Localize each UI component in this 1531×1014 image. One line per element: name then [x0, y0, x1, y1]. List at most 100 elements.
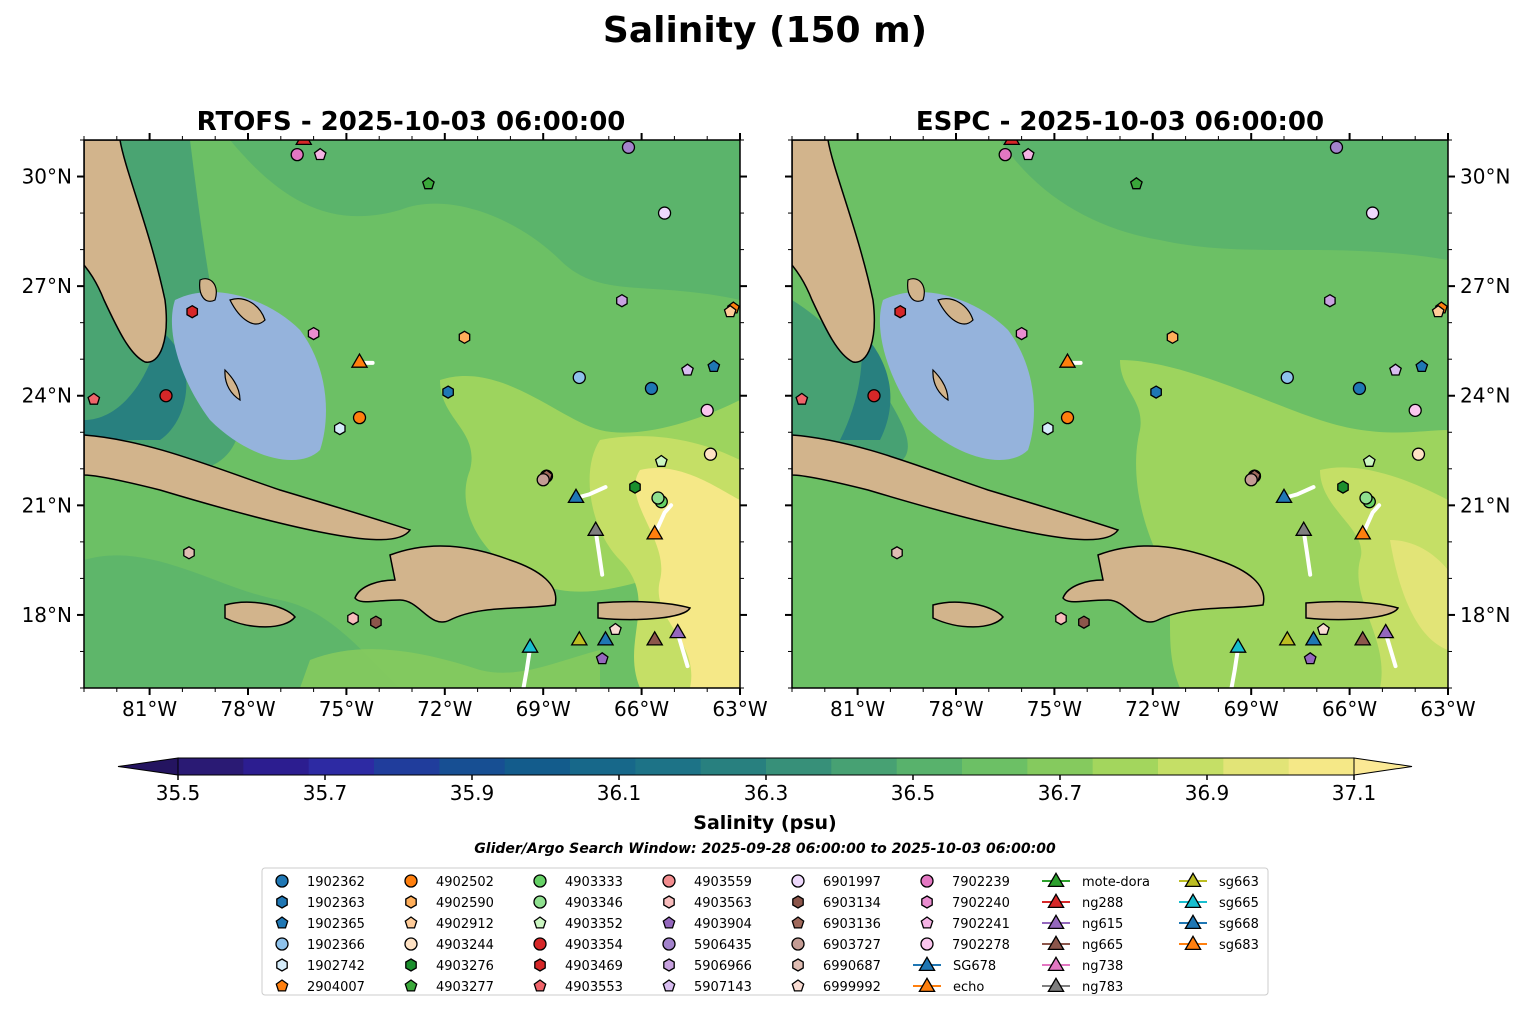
legend-marker-7902241 — [920, 916, 934, 929]
colorbar-tick-label: 36.5 — [891, 781, 936, 805]
marker-5906435 — [1329, 140, 1344, 154]
colorbar-tick-label: 36.7 — [1038, 781, 1083, 805]
legend-label: mote-dora — [1082, 875, 1150, 890]
marker-7902239 — [998, 147, 1012, 162]
glider-track-ng615 — [675, 631, 690, 669]
panel-title-espc: ESPC - 2025-10-03 06:00:00 — [916, 107, 1324, 137]
legend-label: 4902590 — [436, 896, 494, 911]
land-hispaniola — [1062, 545, 1265, 623]
map-area-espc — [792, 140, 1448, 688]
marker-echo — [350, 352, 369, 368]
marker-ng615 — [1376, 623, 1395, 639]
legend-marker-4903346 — [533, 895, 547, 909]
legend-marker-ng783 — [1047, 977, 1065, 993]
colorbar-tick-label: 36.1 — [597, 781, 642, 805]
legend-label: 1902366 — [307, 938, 365, 953]
legend-label: 6990687 — [823, 959, 881, 974]
legend-label: sg663 — [1219, 875, 1259, 890]
legend-marker-4903333 — [533, 874, 547, 888]
marker-4903553 — [87, 392, 101, 405]
legend-marker-sg668 — [1184, 914, 1202, 930]
salinity-contour — [880, 140, 1448, 260]
marker-7902239 — [290, 147, 304, 162]
colorbar-bin — [635, 758, 702, 775]
legend-marker-4903352 — [533, 916, 547, 929]
marker-1902742 — [1041, 421, 1054, 436]
legend-marker-6999992 — [791, 979, 805, 992]
land-florida — [792, 140, 876, 363]
marker-4903563 — [347, 611, 359, 626]
marker-6990687 — [891, 546, 903, 560]
colorbar-bin — [831, 758, 898, 775]
marker-4903244 — [1411, 447, 1426, 461]
y-tick-label: 24°N — [22, 384, 72, 408]
x-tick-label: 66°W — [1322, 697, 1377, 721]
shallow-bank-bahamas — [171, 291, 326, 460]
marker-4903352 — [654, 454, 668, 467]
land-cuba — [792, 434, 1120, 541]
marker-ng783 — [1294, 520, 1313, 536]
colorbar-bin — [439, 758, 506, 775]
legend-label: sg668 — [1219, 917, 1259, 932]
legend-label: 6999992 — [823, 980, 881, 995]
legend-label: 7902241 — [952, 917, 1010, 932]
legend-marker-4903354 — [533, 937, 547, 951]
marker-4903276 — [629, 480, 641, 494]
glider-track-sg683 — [652, 503, 674, 537]
map-panel-espc: ESPC - 2025-10-03 06:00:00 81°W 78°W 75°W 7… — [785, 107, 1510, 721]
salinity-contour — [840, 330, 891, 440]
axis-ticks-rtofs: 81°W 78°W 75°W 72°W 69°W 66°W 63°W 18°N 21°N 24°N… — [22, 133, 768, 721]
legend-marker-4902502 — [404, 874, 418, 888]
legend-label: 7902278 — [952, 938, 1010, 953]
marker-4903904 — [595, 651, 609, 665]
colorbar-tick-label: 36.3 — [744, 781, 789, 805]
marker-4903354 — [867, 389, 881, 403]
marker-4903469 — [894, 304, 907, 319]
legend-marker-ng665 — [1047, 935, 1065, 951]
marker-4902590 — [1166, 330, 1179, 345]
marker-ng288 — [295, 140, 313, 146]
x-tick-label: 81°W — [830, 697, 885, 721]
glider-track-sg665 — [1229, 645, 1241, 688]
x-tick-label: 69°W — [1224, 697, 1279, 721]
marker-7902240 — [307, 326, 320, 341]
legend-label: 5906435 — [694, 938, 752, 953]
marker-sg663 — [1278, 630, 1297, 646]
colorbar-tick-label: 35.9 — [450, 781, 495, 805]
markers-rtofs — [87, 140, 740, 688]
panel-title-rtofs: RTOFS - 2025-10-03 06:00:00 — [197, 107, 626, 137]
legend-marker-ng288 — [1047, 893, 1065, 909]
marker-7902241 — [313, 147, 327, 161]
marker-6903134 — [370, 615, 382, 629]
marker-ng783 — [586, 520, 605, 536]
legend-marker-4903469 — [534, 958, 546, 972]
search-window-label: Glider/Argo Search Window: 2025-09-28 06… — [474, 841, 1056, 857]
marker-6903134 — [1078, 615, 1090, 629]
legend-label: 4903244 — [436, 938, 494, 953]
legend-label: 1902362 — [307, 875, 365, 890]
marker-6901997 — [657, 206, 672, 220]
marker-sg663 — [570, 630, 589, 646]
marker-6990687 — [183, 546, 195, 560]
legend-marker-7902278 — [920, 937, 934, 951]
legend-marker-sg663 — [1184, 872, 1202, 888]
colorbar-tick-label: 36.9 — [1185, 781, 1230, 805]
marker-7902241 — [1021, 147, 1035, 161]
marker-7902240 — [1015, 326, 1028, 341]
marker-4903904 — [1303, 651, 1317, 665]
glider-track-sg683 — [1360, 503, 1382, 537]
legend-marker-4903563 — [663, 895, 675, 909]
marker-1902742 — [333, 421, 346, 436]
colorbar-bin — [700, 758, 767, 775]
marker-sg668 — [596, 630, 615, 646]
x-tick-label: 69°W — [516, 697, 571, 721]
marker-7902278 — [1408, 403, 1422, 417]
map-panel-rtofs: RTOFS - 2025-10-03 06:00:00 81°W 78°W 75°W… — [22, 107, 768, 721]
colorbar-tick-label: 37.1 — [1332, 781, 1377, 805]
legend-marker-1902366 — [275, 937, 289, 951]
land-jamaica — [932, 601, 1004, 628]
colorbar-bin — [1158, 758, 1224, 775]
colorbar-tick-label: 35.7 — [303, 781, 348, 805]
legend-label: 4903277 — [436, 980, 494, 995]
